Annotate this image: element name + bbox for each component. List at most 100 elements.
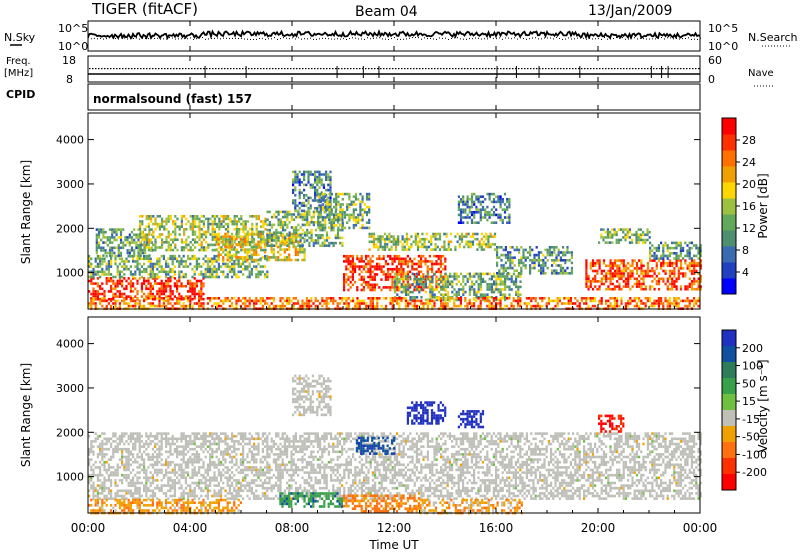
xtick-label: 16:00 [479,521,514,535]
power-yticks: 1000 2000 3000 4000 [56,134,700,280]
echo-region-8 [457,410,485,429]
colorbar-tick-label: 200 [742,342,763,355]
colorbar-swatch [722,134,736,151]
colorbar-swatch [722,330,736,347]
echo-region-9 [368,232,497,251]
echo-region-6 [355,436,396,455]
noise-tick-top-left: 10^5 [58,22,88,35]
nave-label: Nave [748,68,774,79]
xtick-label: 00:00 [71,521,106,535]
noise-tick-top-right: 10^5 [708,22,738,35]
cpid-label: CPID [6,88,35,101]
colorbar-swatch [722,278,736,295]
colorbar-tick-label: -50 [742,431,760,444]
date-label: 13/Jan/2009 [588,3,672,19]
colorbar-swatch [722,182,736,199]
colorbar-swatch [722,458,736,475]
velocity-echoes [88,374,702,515]
power-ylabel: Slant Range [km] [19,160,33,264]
xaxis-label: Time UT [368,538,419,552]
colorbar-swatch [722,346,736,363]
noise-panel: 10^5 10^0 10^5 10^0 [58,20,738,53]
colorbar-swatch [722,150,736,167]
freq-unit-label: [MHz] [4,68,33,79]
echo-region-1 [292,374,332,417]
colorbar-tick-label: 8 [742,244,749,257]
nsky-label: N.Sky [4,31,36,44]
colorbar-tick-label: 50 [742,377,756,390]
ytick-label: 1000 [56,471,84,484]
colorbar-tick-label: -100 [742,448,767,461]
velocity-yticks: 1000 2000 3000 4000 [56,338,700,484]
xtick-label: 12:00 [377,521,412,535]
colorbar-swatch [722,214,736,231]
echo-region-8 [343,254,447,292]
ytick-label: 2000 [56,222,84,235]
echo-region-1 [88,254,269,279]
freq-label: Freq. [6,56,31,67]
colorbar-swatch [722,442,736,459]
colorbar-swatch [722,394,736,411]
ytick-label: 1000 [56,267,84,280]
colorbar-tick-label: 100 [742,360,763,373]
colorbar-swatch [722,118,736,135]
velocity-panel: 1000 2000 3000 4000 Slant Range [km] [19,316,702,515]
radar-title: TIGER (fitACF) [91,0,198,18]
echo-region-9 [598,414,625,433]
colorbar-tick-label: -15 [742,413,760,426]
freq-tick-top-left: 18 [62,54,76,67]
ytick-label: 3000 [56,382,84,395]
xtick-label: 20:00 [581,521,616,535]
nsearch-label: N.Search [748,31,798,44]
echo-region-14 [598,228,651,244]
cpid-text: normalsound (fast) 157 [93,92,252,106]
echo-region-7 [406,401,447,425]
colorbar-tick-label: 15 [742,395,756,408]
noise-trace [87,29,701,41]
freq-tick-bottom-left: 8 [66,73,73,86]
xtick-label: 00:00 [683,521,718,535]
echo-region-0 [88,277,205,301]
ytick-label: 4000 [56,134,84,147]
echo-region-3 [279,492,343,508]
xtick-label: 08:00 [275,521,310,535]
power-colorbar-label: Power [dB] [756,173,770,238]
echo-region-12 [496,246,573,275]
power-panel: 1000 2000 3000 4000 Slant Range [km] [19,112,702,310]
echo-region-11 [457,192,511,224]
echo-region-4 [343,494,420,513]
colorbar-swatch [722,378,736,395]
colorbar-tick-label: 24 [742,156,756,169]
ytick-label: 4000 [56,338,84,351]
colorbar-swatch [722,262,736,279]
echo-region-5 [419,498,523,515]
nave-tick-bottom-right: 0 [708,73,715,86]
velocity-ylabel: Slant Range [km] [19,363,33,467]
xtick-label: 04:00 [173,521,208,535]
colorbar-swatch [722,198,736,215]
colorbar-swatch [722,230,736,247]
velocity-colorbar: 200 100 50 15 -15 -50 -100 -200 Velocity [m s⁻¹… [721,329,770,491]
colorbar-tick-label: 12 [742,222,756,235]
colorbar-swatch [722,426,736,443]
colorbar-tick-label: 4 [742,266,749,279]
colorbar-swatch [722,362,736,379]
echo-region-15 [649,241,702,260]
noise-tick-bottom-right: 10^0 [708,40,738,53]
colorbar-tick-label: 28 [742,134,756,147]
freq-trace [88,66,700,78]
noise-tick-bottom-left: 10^0 [58,40,88,53]
time-axis: 00:00 04:00 08:00 12:00 16:00 20:00 00:00 [71,21,718,535]
power-colorbar: 4 8 12 16 20 24 28 Power [dB] [721,117,770,295]
colorbar-swatch [722,410,736,427]
freq-panel: 18 8 60 0 [62,54,722,86]
ytick-label: 3000 [56,178,84,191]
colorbar-tick-label: 20 [742,178,756,191]
beam-label: Beam 04 [355,4,418,20]
echo-region-13 [585,259,702,291]
colorbar-swatch [722,246,736,263]
colorbar-tick-label: -200 [742,466,767,479]
echo-region-10 [394,272,522,302]
nsky-line [87,29,701,41]
